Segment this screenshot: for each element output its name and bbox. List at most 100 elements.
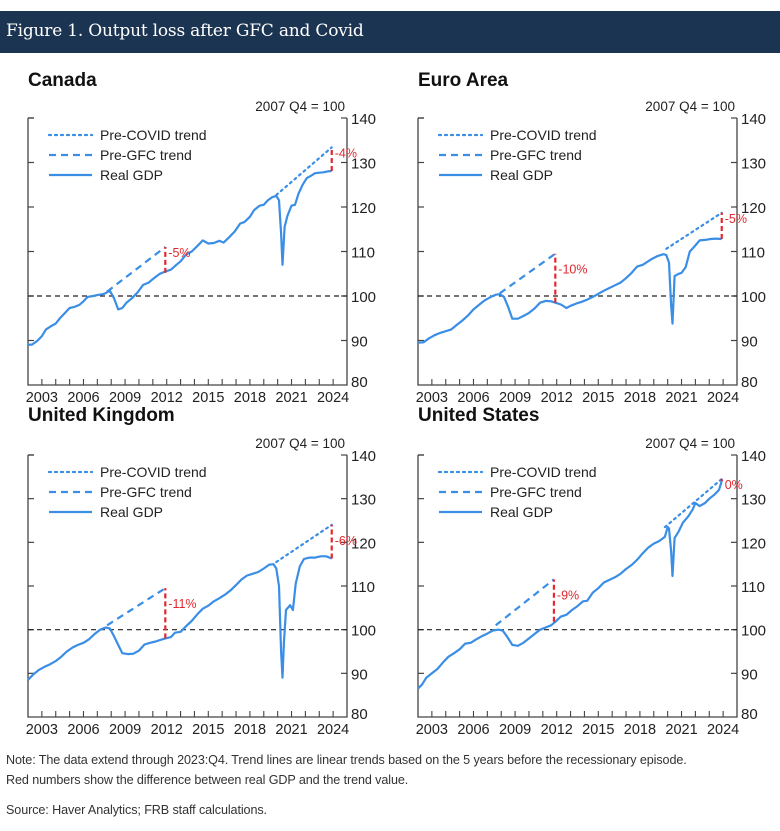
x-tick-label: 2018 — [234, 722, 266, 738]
x-tick-label: 2024 — [707, 390, 739, 406]
series-pre-gfc-trend — [499, 252, 556, 295]
note-line-1: Note: The data extend through 2023:Q4. T… — [6, 753, 687, 767]
figure-title: Figure 1. Output loss after GFC and Covi… — [6, 21, 364, 41]
x-tick-label: 2006 — [457, 390, 489, 406]
legend-label: Real GDP — [100, 167, 163, 183]
chart-united-states: 80 90 100 110 120 130 140 2003 2006 2009 2012 2015 2… — [416, 436, 766, 738]
y-tick-label: 90 — [741, 666, 758, 683]
x-tick-label: 2003 — [26, 722, 58, 738]
x-tick-label: 2018 — [624, 722, 656, 738]
x-tick-label: 2021 — [275, 390, 307, 406]
y-tick-label: 120 — [741, 535, 766, 552]
gap-label: -10% — [558, 263, 587, 277]
x-tick-label: 2012 — [541, 390, 573, 406]
legend-label: Pre-COVID trend — [100, 127, 207, 143]
x-tick-label: 2024 — [317, 722, 349, 738]
x-tick-label: 2015 — [582, 390, 614, 406]
series-pre-covid-trend — [663, 477, 723, 529]
x-tick-label: 2009 — [499, 390, 531, 406]
x-tick-label: 2003 — [416, 390, 448, 406]
gap-label: -11% — [168, 597, 196, 611]
y-tick-label: 90 — [351, 666, 368, 683]
x-tick-label: 2021 — [665, 390, 697, 406]
y-tick-label: 130 — [741, 156, 766, 173]
panel-title: Euro Area — [418, 70, 509, 91]
panel-euro-area: Euro Area 80 90 100 110 120 130 140 2003 2006 200… — [390, 70, 780, 406]
source-line: Source: Haver Analytics; FRB staff calcu… — [6, 803, 267, 817]
x-tick-label: 2015 — [582, 722, 614, 738]
x-tick-label: 2006 — [67, 722, 99, 738]
series-real-gdp — [417, 237, 722, 344]
x-tick-label: 2012 — [151, 390, 183, 406]
units-label: 2007 Q4 = 100 — [645, 436, 735, 451]
chart-canada: 80 90 100 110 120 130 140 2003 2006 2009 2012 2015 2… — [26, 99, 376, 406]
x-tick-label: 2003 — [416, 722, 448, 738]
y-tick-label: 80 — [741, 706, 758, 723]
x-tick-label: 2018 — [234, 390, 266, 406]
y-tick-label: 100 — [741, 623, 766, 640]
gap-label: -4% — [335, 146, 357, 160]
legend-label: Pre-GFC trend — [490, 484, 582, 500]
legend-label: Real GDP — [100, 504, 163, 520]
x-tick-label: 2003 — [26, 390, 58, 406]
legend-label: Pre-GFC trend — [100, 147, 192, 163]
legend-label: Pre-GFC trend — [490, 147, 582, 163]
y-tick-label: 130 — [351, 492, 376, 509]
x-tick-label: 2009 — [499, 722, 531, 738]
legend-label: Pre-COVID trend — [490, 464, 597, 480]
series-real-gdp — [27, 169, 332, 346]
x-tick-label: 2009 — [109, 722, 141, 738]
y-tick-label: 90 — [741, 334, 758, 351]
y-tick-label: 130 — [351, 156, 376, 173]
note-line-2: Red numbers show the difference between … — [6, 773, 409, 787]
panel-title: United Kingdom — [28, 405, 175, 426]
y-tick-label: 110 — [351, 245, 375, 262]
units-label: 2007 Q4 = 100 — [255, 436, 345, 451]
x-tick-label: 2009 — [109, 390, 141, 406]
panel-title: Canada — [28, 70, 97, 91]
units-label: 2007 Q4 = 100 — [255, 99, 345, 114]
y-tick-label: 100 — [351, 289, 376, 306]
x-tick-label: 2015 — [192, 722, 224, 738]
y-tick-label: 80 — [351, 706, 368, 723]
x-tick-label: 2018 — [624, 390, 656, 406]
chart-euro-area: 80 90 100 110 120 130 140 2003 2006 2009 2012 2015 2… — [416, 99, 766, 406]
y-tick-label: 140 — [741, 111, 766, 128]
y-tick-label: 100 — [351, 623, 376, 640]
y-tick-label: 110 — [741, 579, 765, 596]
legend-label: Real GDP — [490, 504, 553, 520]
series-pre-covid-trend — [665, 211, 723, 250]
y-tick-label: 80 — [351, 374, 368, 391]
chart-united-kingdom: 80 90 100 110 120 130 140 2003 2006 2009 2012 2015 2… — [26, 436, 376, 738]
y-tick-label: 110 — [741, 245, 765, 262]
series-pre-gfc-trend — [106, 246, 166, 293]
figure-header: Figure 1. Output loss after GFC and Covi… — [0, 11, 780, 53]
gap-label: -5% — [725, 212, 747, 226]
series-pre-gfc-trend — [495, 578, 555, 627]
x-tick-label: 2015 — [192, 390, 224, 406]
gap-label: -9% — [557, 588, 579, 602]
x-tick-label: 2024 — [707, 722, 739, 738]
y-tick-label: 120 — [351, 200, 376, 217]
gap-label: 0% — [725, 478, 743, 492]
legend-label: Real GDP — [490, 167, 553, 183]
x-tick-label: 2021 — [665, 722, 697, 738]
series-pre-covid-trend — [275, 523, 333, 564]
y-tick-label: 100 — [741, 289, 766, 306]
units-label: 2007 Q4 = 100 — [645, 99, 735, 114]
panel-united-kingdom: United Kingdom 80 90 100 110 120 130 140 2003 20… — [0, 405, 390, 740]
legend-label: Pre-GFC trend — [100, 484, 192, 500]
y-tick-label: 140 — [351, 448, 376, 465]
y-tick-label: 90 — [351, 334, 368, 351]
y-tick-label: 120 — [351, 535, 376, 552]
x-tick-label: 2021 — [275, 722, 307, 738]
panel-canada: Canada 80 90 100 110 120 130 140 2003 2006 2009 20… — [0, 70, 390, 406]
y-tick-label: 110 — [351, 579, 375, 596]
y-tick-label: 120 — [741, 200, 766, 217]
y-tick-label: 80 — [741, 374, 758, 391]
gap-label: -6% — [335, 534, 357, 548]
panel-title: United States — [418, 405, 540, 426]
y-tick-label: 130 — [741, 492, 766, 509]
legend-label: Pre-COVID trend — [490, 127, 597, 143]
series-real-gdp — [27, 555, 333, 681]
